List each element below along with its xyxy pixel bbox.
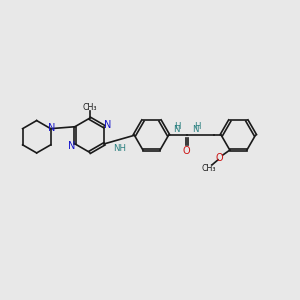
Text: N: N: [68, 141, 75, 151]
Text: O: O: [216, 153, 224, 163]
Text: N: N: [104, 120, 112, 130]
Text: O: O: [183, 146, 190, 156]
Text: CH₃: CH₃: [82, 103, 97, 112]
Text: N: N: [192, 125, 199, 134]
Text: H: H: [174, 122, 181, 131]
Text: N: N: [48, 123, 56, 134]
Text: CH₃: CH₃: [202, 164, 216, 173]
Text: H: H: [194, 122, 200, 131]
Text: N: N: [173, 125, 179, 134]
Text: NH: NH: [113, 144, 126, 153]
